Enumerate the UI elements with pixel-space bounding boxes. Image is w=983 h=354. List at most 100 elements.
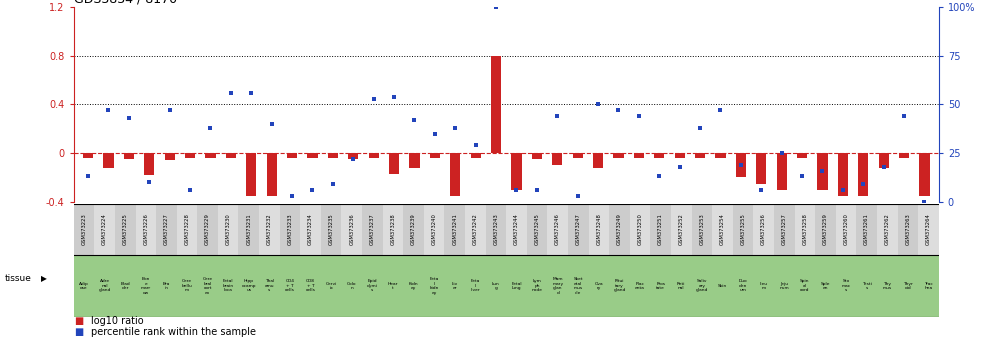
Text: GSM373226: GSM373226 <box>144 213 148 245</box>
Text: tissue: tissue <box>5 274 31 283</box>
Text: Pros
tate: Pros tate <box>657 281 665 290</box>
Bar <box>348 153 359 159</box>
Bar <box>74 204 94 255</box>
Bar <box>589 204 609 255</box>
Text: CD4
+ T
cells: CD4 + T cells <box>285 279 295 292</box>
Bar <box>115 204 136 255</box>
Text: Bon
e
marr
ow: Bon e marr ow <box>141 277 150 295</box>
Text: Cervi
ix: Cervi ix <box>325 281 337 290</box>
Text: Pitui
tary
gland: Pitui tary gland <box>613 279 626 292</box>
Text: GSM373238: GSM373238 <box>390 213 395 245</box>
Bar <box>491 56 501 153</box>
Bar <box>300 204 320 255</box>
Bar <box>695 153 705 158</box>
Text: Cere
bellu
m: Cere bellu m <box>182 279 193 292</box>
Bar <box>593 153 604 168</box>
Text: GSM373257: GSM373257 <box>781 213 786 245</box>
Text: Testi
s: Testi s <box>862 281 872 290</box>
Text: GSM373253: GSM373253 <box>700 213 705 245</box>
Bar <box>815 204 836 255</box>
Text: Feta
l
kidn
ey: Feta l kidn ey <box>430 277 438 295</box>
Text: GSM373264: GSM373264 <box>926 213 931 245</box>
Text: Thy
mus: Thy mus <box>883 281 892 290</box>
Bar <box>716 153 725 158</box>
Text: Lym
ph
node: Lym ph node <box>532 279 543 292</box>
Bar <box>136 204 156 255</box>
Bar <box>609 204 630 255</box>
Text: Liv
er: Liv er <box>451 281 458 290</box>
Text: GSM373233: GSM373233 <box>287 213 293 245</box>
Text: GSM373227: GSM373227 <box>164 213 169 245</box>
Bar <box>897 204 918 255</box>
Text: Jeju
num: Jeju num <box>780 281 789 290</box>
Bar <box>552 153 562 165</box>
Bar <box>756 153 767 183</box>
Text: GSM373255: GSM373255 <box>740 213 745 245</box>
Text: Cere
bral
cort
ex: Cere bral cort ex <box>202 277 212 295</box>
Text: GSM373254: GSM373254 <box>720 213 725 245</box>
Bar <box>320 204 341 255</box>
Bar <box>527 204 548 255</box>
Bar <box>369 153 378 158</box>
Bar <box>674 153 685 158</box>
Bar <box>818 153 828 190</box>
Text: CD8
+ T
cells: CD8 + T cells <box>306 279 316 292</box>
Bar <box>838 153 848 196</box>
Text: GSM373248: GSM373248 <box>597 213 602 245</box>
Text: GDS3834 / 8170: GDS3834 / 8170 <box>74 0 177 6</box>
Text: Ova
ry: Ova ry <box>595 281 604 290</box>
Text: Blad
der: Blad der <box>120 281 130 290</box>
Bar <box>753 204 774 255</box>
Text: GSM373240: GSM373240 <box>432 213 436 245</box>
Text: Thal
amu
s: Thal amu s <box>264 279 274 292</box>
Bar <box>654 153 665 158</box>
Bar <box>918 204 939 255</box>
Bar <box>471 153 481 158</box>
Bar <box>671 204 692 255</box>
Bar <box>486 204 506 255</box>
Bar <box>877 204 897 255</box>
Text: GSM373241: GSM373241 <box>452 213 457 245</box>
Text: Plac
enta: Plac enta <box>635 281 645 290</box>
Text: ■: ■ <box>74 327 83 337</box>
Bar <box>506 204 527 255</box>
Bar <box>83 153 93 158</box>
Bar <box>94 204 115 255</box>
Text: Reti
nal: Reti nal <box>677 281 685 290</box>
Bar <box>511 153 522 190</box>
Bar <box>548 204 568 255</box>
Text: GSM373261: GSM373261 <box>864 213 869 245</box>
Bar <box>568 204 589 255</box>
Text: Hipp
ocamp
us: Hipp ocamp us <box>242 279 256 292</box>
Bar <box>164 153 175 160</box>
Bar <box>280 204 300 255</box>
Text: GSM373262: GSM373262 <box>885 213 890 245</box>
Bar <box>403 204 424 255</box>
Text: Epid
dymi
s: Epid dymi s <box>367 279 377 292</box>
Bar <box>444 204 465 255</box>
Text: Skin: Skin <box>718 284 727 288</box>
Bar <box>613 153 623 158</box>
Bar <box>836 204 856 255</box>
Bar <box>382 204 403 255</box>
Text: GSM373229: GSM373229 <box>205 213 210 245</box>
Bar <box>777 153 786 190</box>
Bar <box>156 204 177 255</box>
Text: GSM373247: GSM373247 <box>576 213 581 245</box>
Bar <box>341 204 362 255</box>
Text: percentile rank within the sample: percentile rank within the sample <box>91 327 257 337</box>
Bar <box>327 153 338 158</box>
Bar <box>879 153 889 168</box>
Bar <box>774 204 794 255</box>
Text: GSM373250: GSM373250 <box>638 213 643 245</box>
Bar <box>145 153 154 175</box>
Bar <box>430 153 440 158</box>
Bar <box>103 153 113 168</box>
Text: Saliv
ary
gland: Saliv ary gland <box>696 279 708 292</box>
Bar <box>409 153 420 168</box>
Text: GSM373237: GSM373237 <box>370 213 375 245</box>
Bar <box>124 153 134 159</box>
Bar <box>185 153 195 158</box>
Bar <box>287 153 297 158</box>
Bar <box>794 204 815 255</box>
